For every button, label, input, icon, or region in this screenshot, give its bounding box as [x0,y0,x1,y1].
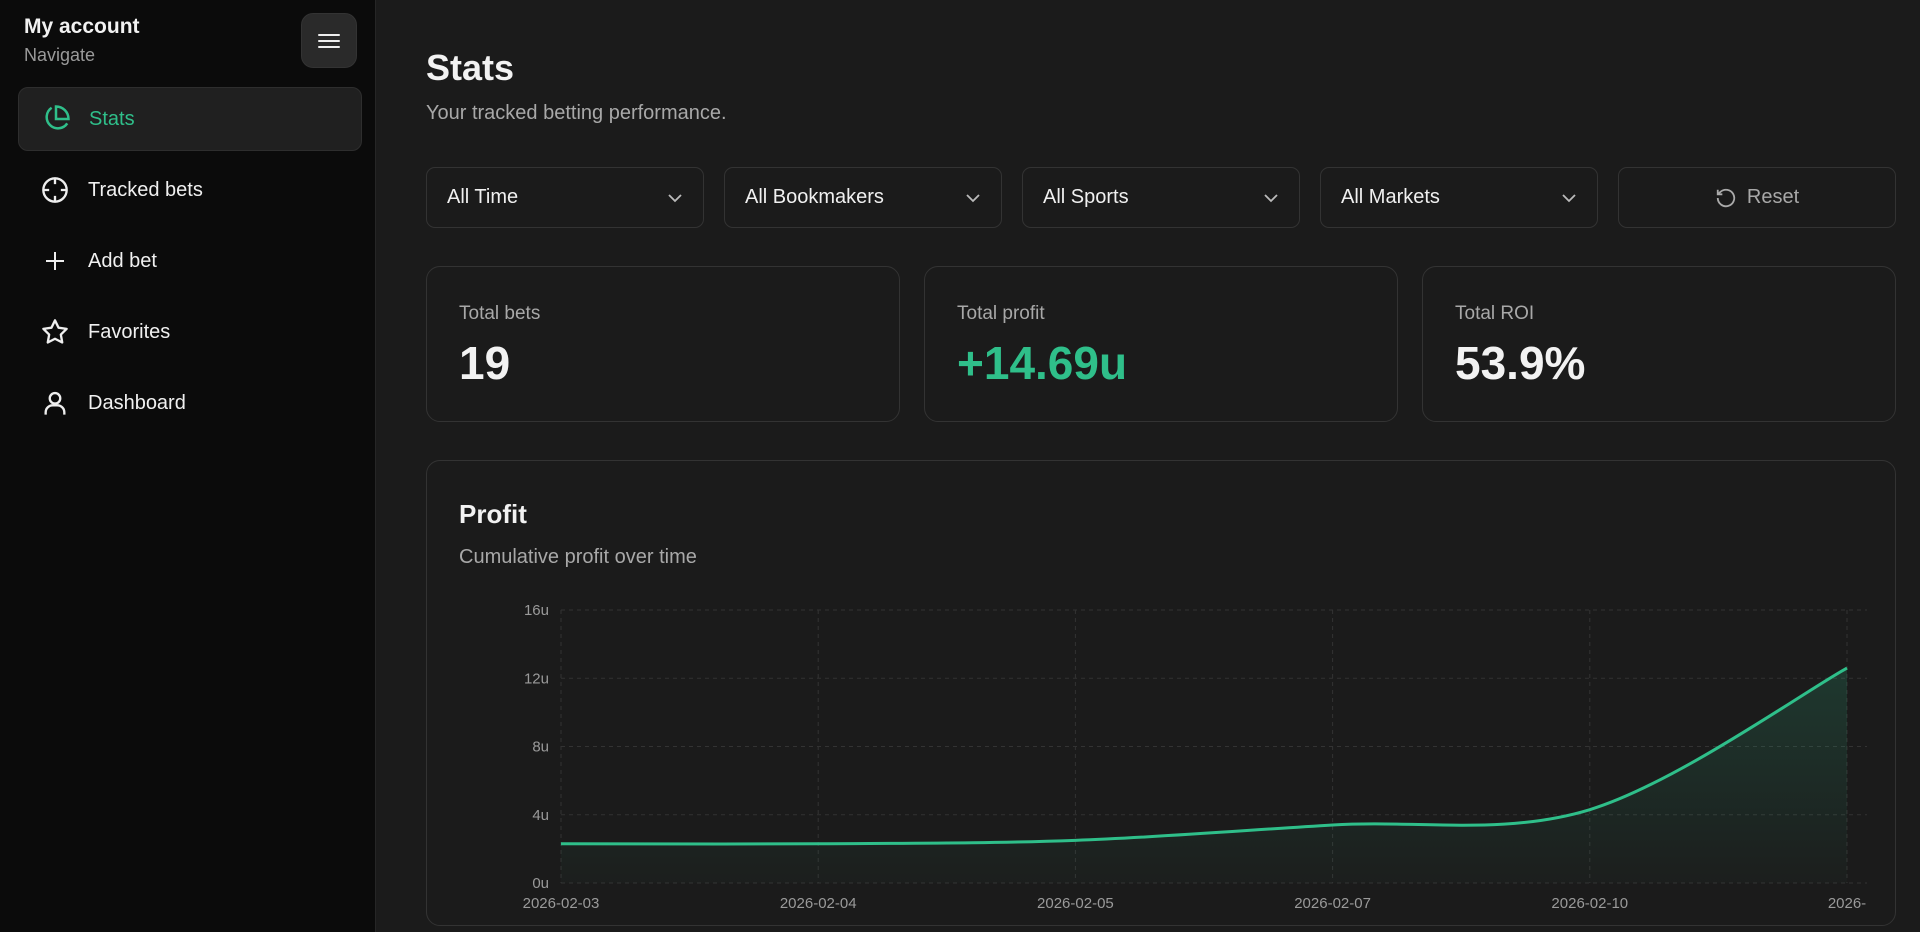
profit-chart: 0u 4u 8u 12u 16u 2026-02-03 2026-02-04 2026-02-… [523,602,1867,912]
x-tick-label: 2026-02-07 [1294,895,1371,912]
bookmaker-filter[interactable]: All Bookmakers [724,167,1002,228]
x-tick-label: 2026-02-10 [1551,895,1628,912]
user-icon [40,388,70,418]
plus-icon [40,246,70,276]
card-value: 53.9% [1455,337,1586,389]
market-filter[interactable]: All Markets [1320,167,1598,228]
x-tick-label: 2026-02-05 [1037,895,1114,912]
account-subtitle: Navigate [24,45,96,65]
card-label: Total bets [459,303,541,324]
sidebar-item-dashboard[interactable]: Dashboard [18,371,362,435]
crosshair-icon [40,175,70,205]
filter-value: All Bookmakers [745,186,884,208]
star-icon [40,317,70,347]
sidebar-item-label: Add bet [88,249,157,272]
total-profit-card: Total profit +14.69u [924,266,1398,422]
x-tick-label: 2026- [1828,895,1866,912]
total-roi-card: Total ROI 53.9% [1422,266,1896,422]
y-tick-label: 8u [532,739,549,756]
card-value: +14.69u [957,337,1128,389]
profit-area [561,668,1847,883]
x-tick-label: 2026-02-04 [780,895,857,912]
chevron-down-icon [1562,193,1576,202]
page-title: Stats [426,47,515,88]
reset-icon [1716,188,1736,207]
sidebar-item-favorites[interactable]: Favorites [18,300,362,364]
card-value: 19 [459,337,511,389]
chart-title: Profit [459,499,527,529]
y-tick-label: 4u [532,807,549,824]
chevron-down-icon [966,193,980,202]
filter-value: All Sports [1043,186,1129,208]
sidebar-item-label: Stats [89,107,135,130]
reset-label: Reset [1746,186,1800,208]
chevron-down-icon [668,193,682,202]
y-tick-label: 16u [524,602,549,619]
sidebar-item-tracked-bets[interactable]: Tracked bets [18,158,362,222]
page-subtitle: Your tracked betting performance. [426,102,727,124]
sidebar-item-stats[interactable]: Stats [18,87,362,151]
sidebar: My account Navigate Stats Tracked bets A… [0,0,376,932]
card-label: Total profit [957,303,1045,324]
sidebar-item-label: Tracked bets [88,178,203,201]
chevron-down-icon [1264,193,1278,202]
y-tick-label: 0u [532,875,549,892]
profit-line [560,666,1848,846]
hamburger-icon [318,33,340,48]
filter-value: All Markets [1341,186,1440,208]
profit-chart-card: Profit Cumulative profit over time 0u 4u 8… [426,460,1896,926]
sidebar-item-label: Dashboard [88,391,186,414]
time-filter[interactable]: All Time [426,167,704,228]
main-content: Stats Your tracked betting performance. … [377,0,1920,932]
account-title: My account [24,15,140,38]
x-tick-label: 2026-02-03 [523,895,600,912]
sport-filter[interactable]: All Sports [1022,167,1300,228]
sidebar-item-add-bet[interactable]: Add bet [18,229,362,293]
pie-chart-icon [41,104,71,134]
total-bets-card: Total bets 19 [426,266,900,422]
card-label: Total ROI [1455,303,1535,324]
menu-button[interactable] [301,13,357,68]
y-tick-label: 12u [524,670,549,687]
sidebar-item-label: Favorites [88,320,171,343]
filter-value: All Time [447,186,519,208]
chart-subtitle: Cumulative profit over time [459,546,697,568]
reset-button[interactable]: Reset [1618,167,1896,228]
